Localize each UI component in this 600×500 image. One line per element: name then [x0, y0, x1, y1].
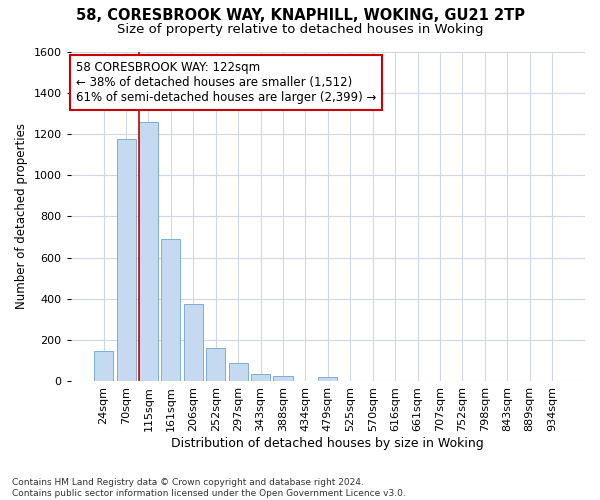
Text: Contains HM Land Registry data © Crown copyright and database right 2024.
Contai: Contains HM Land Registry data © Crown c… [12, 478, 406, 498]
Bar [116, 139, 136, 382]
Bar [319, 378, 337, 382]
Text: 58 CORESBROOK WAY: 122sqm
← 38% of detached houses are smaller (1,512)
61% of se: 58 CORESBROOK WAY: 122sqm ← 38% of detac… [76, 62, 376, 104]
Y-axis label: Number of detached properties: Number of detached properties [15, 124, 28, 310]
Bar [229, 363, 248, 382]
Bar [94, 350, 113, 382]
Bar [161, 239, 181, 382]
Bar [251, 374, 270, 382]
Text: Size of property relative to detached houses in Woking: Size of property relative to detached ho… [117, 22, 483, 36]
Bar [139, 122, 158, 382]
X-axis label: Distribution of detached houses by size in Woking: Distribution of detached houses by size … [172, 437, 484, 450]
Bar [206, 348, 225, 382]
Text: 58, CORESBROOK WAY, KNAPHILL, WOKING, GU21 2TP: 58, CORESBROOK WAY, KNAPHILL, WOKING, GU… [76, 8, 524, 22]
Bar [274, 376, 293, 382]
Bar [184, 304, 203, 382]
